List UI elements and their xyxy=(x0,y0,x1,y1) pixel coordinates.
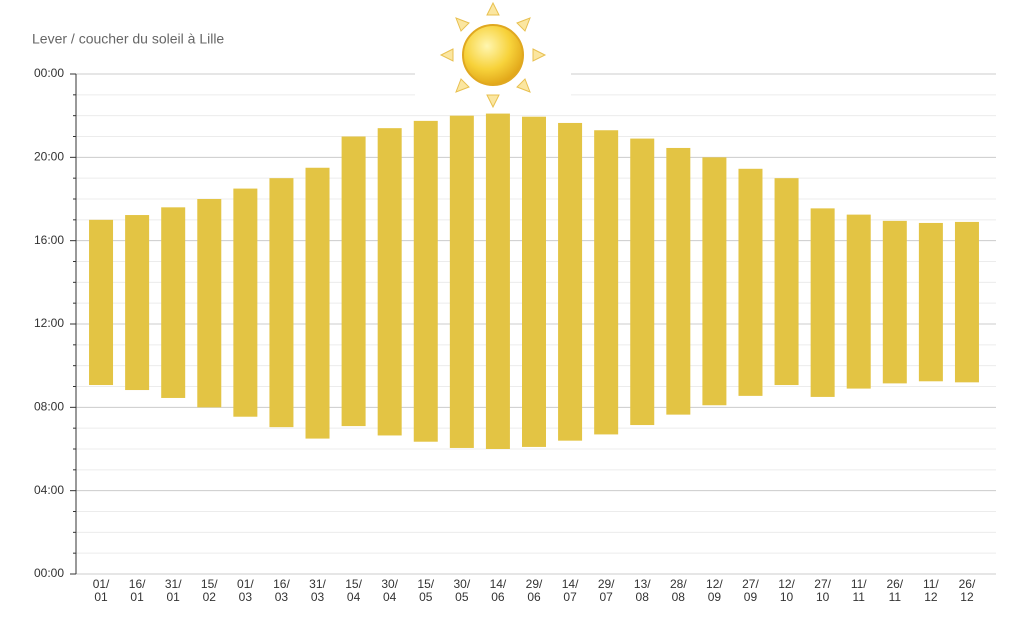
y-tick-label: 08:00 xyxy=(34,400,64,414)
bar xyxy=(197,199,222,408)
x-tick-label: 26/12 xyxy=(958,577,976,604)
bar xyxy=(954,221,979,383)
x-tick-label: 30/04 xyxy=(381,577,399,604)
x-tick-label: 14/07 xyxy=(561,577,579,604)
x-tick-label: 29/07 xyxy=(597,577,615,604)
y-tick-label: 00:00 xyxy=(34,566,64,580)
bar xyxy=(269,178,294,428)
bar xyxy=(630,138,655,426)
x-tick-label: 31/03 xyxy=(309,577,326,604)
bar xyxy=(161,207,186,398)
bar xyxy=(918,222,943,382)
bar xyxy=(558,122,583,441)
x-tick-label: 14/06 xyxy=(489,577,507,604)
x-tick-label: 12/09 xyxy=(706,577,723,604)
x-tick-label: 01/03 xyxy=(237,577,254,604)
bar xyxy=(522,116,546,447)
x-tick-label: 13/08 xyxy=(633,577,651,604)
x-tick-label: 15/02 xyxy=(200,577,218,604)
bar xyxy=(810,208,835,397)
bar xyxy=(413,120,438,442)
x-tick-label: 28/08 xyxy=(669,577,687,604)
x-tick-label: 16/01 xyxy=(128,577,146,604)
x-tick-label: 12/10 xyxy=(778,577,795,604)
bar xyxy=(485,113,510,449)
x-tick-label: 27/10 xyxy=(814,577,831,604)
sun-icon xyxy=(415,0,571,112)
bar xyxy=(846,214,871,389)
bar xyxy=(774,178,799,386)
bar xyxy=(702,157,727,406)
x-tick-label: 30/05 xyxy=(453,577,471,604)
y-tick-label: 20:00 xyxy=(34,150,64,164)
x-tick-label: 15/05 xyxy=(417,577,435,604)
x-tick-label: 11/11 xyxy=(850,577,867,604)
x-tick-label: 31/01 xyxy=(164,577,182,604)
bar xyxy=(341,136,366,427)
bar xyxy=(738,168,763,396)
y-tick-label: 04:00 xyxy=(34,483,64,497)
bar xyxy=(377,128,402,436)
bar xyxy=(666,147,691,415)
x-tick-label: 16/03 xyxy=(273,577,290,604)
x-tick-label: 01/01 xyxy=(92,577,110,604)
bar xyxy=(882,220,907,384)
bar xyxy=(449,115,474,448)
bar xyxy=(233,188,258,417)
bar xyxy=(89,219,114,386)
y-tick-label: 16:00 xyxy=(34,233,64,247)
bar xyxy=(125,215,150,391)
x-tick-label: 11/12 xyxy=(922,577,939,604)
chart-title: Lever / coucher du soleil à Lille xyxy=(32,31,224,47)
bar xyxy=(305,167,330,439)
bars xyxy=(89,113,979,449)
y-tick-label: 12:00 xyxy=(34,316,64,330)
bar xyxy=(594,130,619,435)
y-tick-label: 00:00 xyxy=(34,66,64,80)
x-tick-label: 27/09 xyxy=(742,577,759,604)
x-tick-label: 26/11 xyxy=(886,577,904,604)
x-tick-label: 29/06 xyxy=(525,577,543,604)
x-tick-label: 15/04 xyxy=(345,577,362,604)
